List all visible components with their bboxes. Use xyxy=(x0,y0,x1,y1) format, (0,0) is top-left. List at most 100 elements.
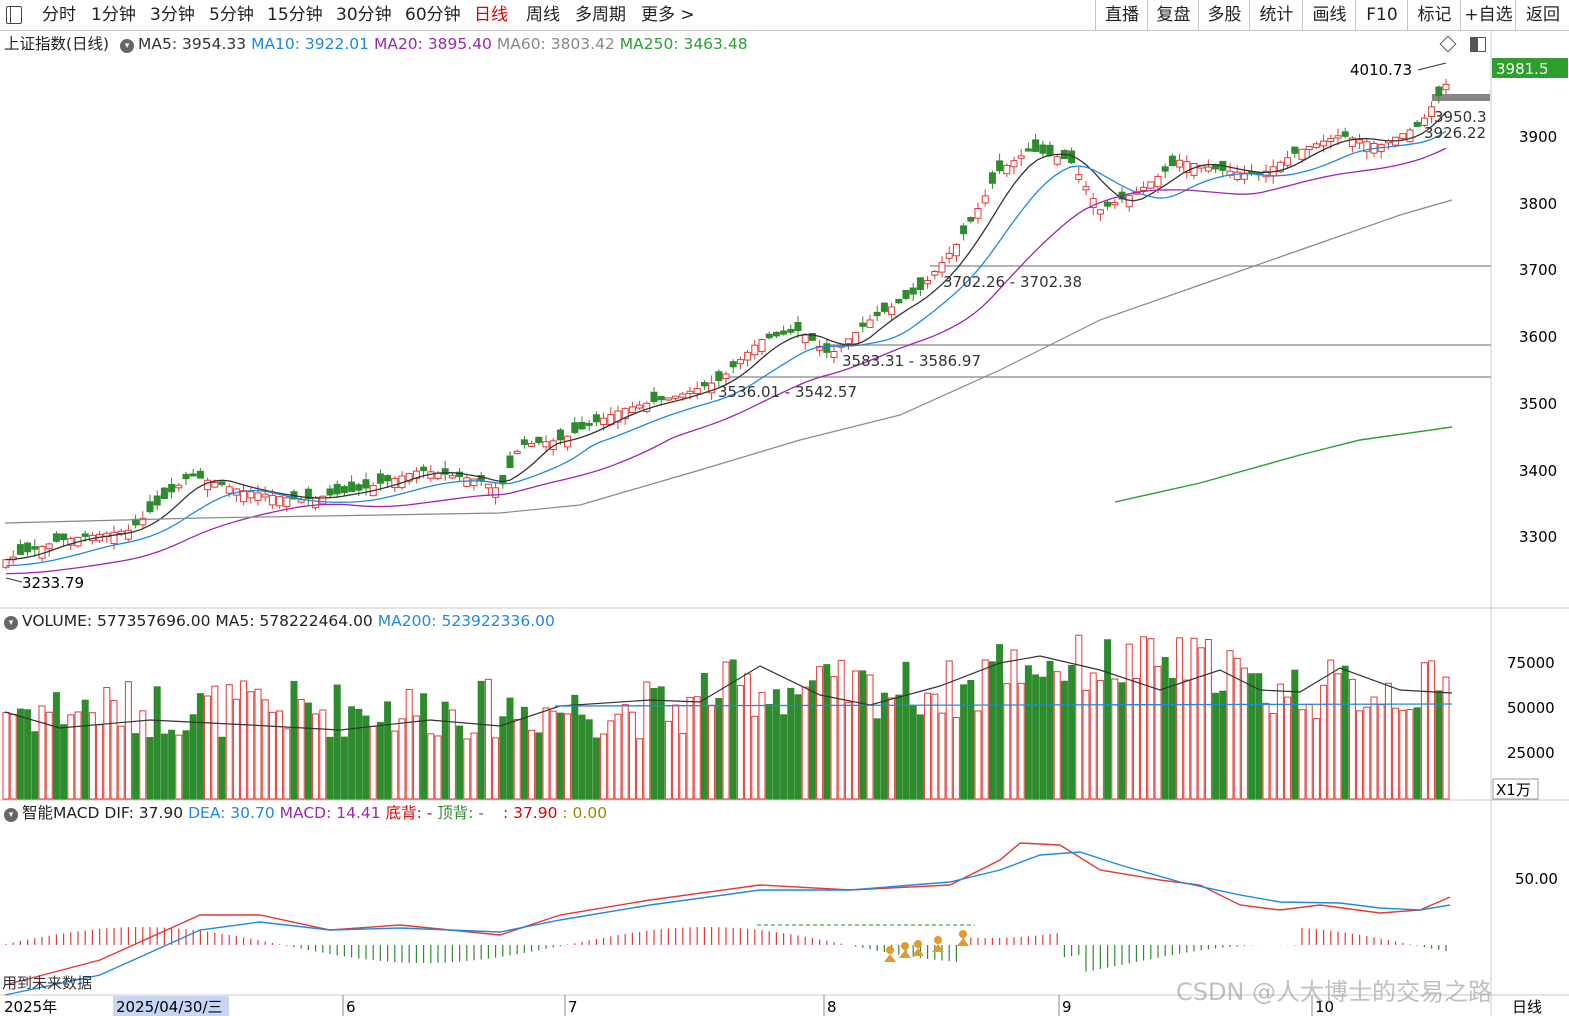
volume-bar xyxy=(888,697,896,800)
volume-bar xyxy=(1168,677,1176,800)
live-button[interactable]: 直播 xyxy=(1095,0,1148,30)
tab-3min[interactable]: 3分钟 xyxy=(150,5,195,25)
volume-bar xyxy=(211,685,219,800)
month-6: 6 xyxy=(346,998,356,1016)
tab-60min[interactable]: 60分钟 xyxy=(405,5,461,25)
volume-ma5: MA5: 578222464.00 xyxy=(215,612,373,630)
price-tick-3900: 3900 xyxy=(1519,128,1557,146)
review-button[interactable]: 复盘 xyxy=(1147,0,1199,30)
volume-bar xyxy=(542,707,550,800)
volume-bar xyxy=(895,694,903,800)
candle xyxy=(585,419,593,432)
candle xyxy=(304,486,312,506)
stats-button[interactable]: 统计 xyxy=(1249,0,1303,30)
volume-bar xyxy=(24,709,32,800)
draw-line-button[interactable]: 画线 xyxy=(1302,0,1356,30)
candle xyxy=(1176,153,1184,172)
volume-bar xyxy=(1190,637,1198,800)
volume-bar xyxy=(117,725,125,800)
macd-tick-50: 50.00 xyxy=(1515,870,1558,888)
macd-value: MACD: 14.41 xyxy=(279,804,381,822)
volume-bar xyxy=(1075,634,1083,800)
volume-bar xyxy=(902,661,910,800)
volume-bar xyxy=(110,700,118,800)
tab-more[interactable]: 更多 > xyxy=(641,5,695,25)
macd-toggle-icon[interactable]: ▾ xyxy=(4,808,18,822)
candle xyxy=(945,246,953,264)
tab-daily[interactable]: 日线 xyxy=(474,5,508,25)
candle xyxy=(1190,163,1198,180)
volume-bar xyxy=(578,714,586,800)
volume-bar xyxy=(340,736,348,800)
line2-label: 3583.31 - 3586.97 xyxy=(842,352,981,370)
volume-bar xyxy=(1428,660,1436,800)
candle xyxy=(1356,133,1364,150)
tab-1min[interactable]: 1分钟 xyxy=(91,5,136,25)
macd-legend: ▾ 智能MACD DIF: 37.90 DEA: 30.70 MACD: 14.4… xyxy=(4,803,607,823)
candles xyxy=(2,78,1450,570)
add-watchlist-button[interactable]: +自选 xyxy=(1460,0,1516,30)
volume-bar xyxy=(1046,660,1054,800)
tab-5min[interactable]: 5分钟 xyxy=(209,5,254,25)
f10-button[interactable]: F10 xyxy=(1355,0,1408,30)
multi-stock-button[interactable]: 多股 xyxy=(1198,0,1250,30)
volume-toggle-icon[interactable]: ▾ xyxy=(4,616,18,630)
volume-bar xyxy=(225,684,233,800)
candle xyxy=(1125,194,1133,212)
volume-bar xyxy=(528,729,536,800)
volume-bar xyxy=(1305,703,1313,800)
candle xyxy=(175,483,183,492)
candle xyxy=(765,331,773,340)
volume-bar xyxy=(736,684,744,800)
tab-multi-period[interactable]: 多周期 xyxy=(575,5,626,25)
tab-15min[interactable]: 15分钟 xyxy=(267,5,323,25)
sidebar-toggle-icon[interactable] xyxy=(6,6,22,24)
tab-weekly[interactable]: 周线 xyxy=(526,5,560,25)
candle xyxy=(348,475,356,492)
candle xyxy=(1032,133,1040,153)
candle xyxy=(830,344,838,364)
volume-bar xyxy=(614,713,622,800)
candle xyxy=(1334,128,1342,146)
candle xyxy=(1017,149,1025,167)
candle xyxy=(744,350,752,367)
month-9: 9 xyxy=(1062,998,1072,1016)
candle xyxy=(1406,127,1414,143)
volume-bar xyxy=(1089,672,1097,800)
candle xyxy=(866,314,874,329)
candle xyxy=(1284,150,1292,169)
volume-bar xyxy=(1240,667,1248,800)
price-legend: 上证指数(日线) ▾ MA5: 3954.33 MA10: 3922.01 MA2… xyxy=(4,34,748,54)
mark-button[interactable]: 标记 xyxy=(1407,0,1461,30)
volume-bar xyxy=(960,684,968,800)
candle xyxy=(643,401,651,414)
price-tick-3400: 3400 xyxy=(1519,462,1557,480)
volume-legend: ▾ VOLUME: 577357696.00 MA5: 578222464.00 … xyxy=(4,611,555,631)
volume-bar xyxy=(873,718,881,800)
window-toggle-icon[interactable] xyxy=(1470,37,1486,52)
volume-bar xyxy=(607,720,615,800)
volume-bar xyxy=(715,698,723,800)
volume-bar xyxy=(592,737,600,800)
volume-bar xyxy=(1363,706,1371,800)
candle xyxy=(16,539,24,556)
volume-bar xyxy=(1010,649,1018,800)
line3-label: 3536.01 - 3542.57 xyxy=(718,383,857,401)
candle xyxy=(787,324,795,335)
candle xyxy=(1147,181,1155,190)
volume-bar xyxy=(1003,683,1011,800)
volume-bar xyxy=(628,711,636,800)
candle xyxy=(1161,163,1169,179)
tab-30min[interactable]: 30分钟 xyxy=(336,5,392,25)
volume-bar xyxy=(765,703,773,800)
candle xyxy=(477,472,485,486)
legend-toggle-icon[interactable]: ▾ xyxy=(120,39,135,53)
back-button[interactable]: 返回 xyxy=(1515,0,1569,30)
volume-bar xyxy=(535,732,543,800)
volume-tick-50000: 50000 xyxy=(1507,699,1555,717)
tab-fenshi[interactable]: 分时 xyxy=(42,5,76,25)
index-name: 上证指数(日线) xyxy=(4,35,110,53)
dea-line xyxy=(4,851,1451,996)
macd-lines xyxy=(4,842,1451,996)
